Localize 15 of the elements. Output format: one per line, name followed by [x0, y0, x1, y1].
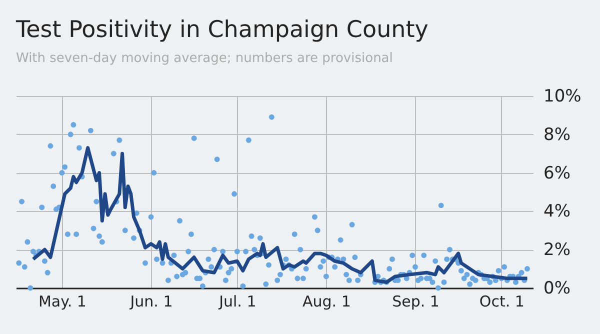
x-tick-label: Sep. 1 [392, 292, 440, 310]
x-tick-label: Jul. 1 [218, 292, 256, 310]
y-tick-label: 6% [544, 163, 570, 184]
chart-title: Test Positivity in Champaign County [15, 17, 428, 43]
line-series [31, 146, 530, 284]
y-tick-label: 10% [544, 86, 582, 106]
x-tick-label: May. 1 [38, 292, 86, 310]
x-tick-label: Aug. 1 [302, 292, 351, 310]
chart-subtitle: With seven-day moving average; numbers are provisional [16, 51, 393, 66]
x-tick-label: Jun. 1 [129, 292, 173, 310]
y-tick-label: 8% [544, 124, 570, 145]
y-tick-label: 2% [544, 240, 570, 260]
y-tick-label: 4% [544, 202, 570, 222]
x-tick-label: Oct. 1 [479, 292, 524, 310]
y-tick-label: 0% [544, 278, 570, 298]
